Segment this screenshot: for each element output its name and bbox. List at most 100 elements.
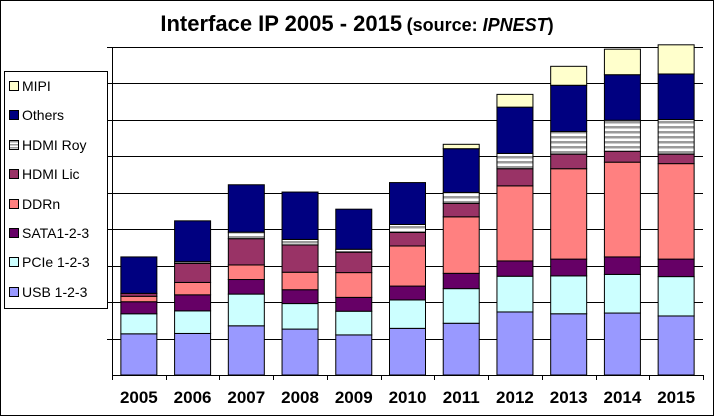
legend-label: DDRn [22,195,61,212]
x-tick-label: 2010 [389,388,427,407]
chart-title-source-prefix: (source: [406,15,483,35]
bar-segment [603,48,641,76]
bar-segment [442,216,480,274]
bar-segment [550,65,588,86]
legend-swatch [9,257,19,268]
bar-segment [227,264,265,281]
bar-segment [335,296,373,312]
bar-segment [120,256,158,294]
legend-item: SATA1-2-3 [9,225,89,241]
bar-segment [657,163,695,260]
bar-segment [496,311,534,376]
bar-segment [389,182,426,225]
bar-segment [120,295,158,303]
bar-segment [120,313,158,335]
chart-title-main: Interface IP 2005 - 2015 [160,11,403,36]
legend-item: MIPI [9,78,51,94]
legend-item: USB 1-2-3 [9,284,87,300]
bar-segment [389,285,426,301]
bar-segment [496,168,534,187]
bar-segment [603,256,641,275]
x-tick-labels: 2005 2006 2007 2008 2009 2010 2011 2012 2013 2014… [120,388,695,407]
bar-segment [227,279,265,295]
bar-segment [227,184,265,233]
bar-segment [657,315,695,376]
bar-segment [281,244,319,273]
bar-segment [335,334,373,376]
legend-item: PCIe 1-2-3 [9,254,90,270]
bar-segment [442,322,480,376]
bar-segment [174,220,212,263]
bar-segment [281,271,319,291]
bar-segment [496,185,534,262]
legend-swatch [9,139,19,150]
bar-segment [657,276,695,317]
bar-segment [120,301,158,315]
bar-segment [550,131,588,155]
legend: MIPI Others HDMI Roy HDMI Lic DDRn SATA1-2-3 P… [4,71,108,309]
legend-swatch [9,198,19,209]
bar-segment [657,119,695,155]
bar-segment [603,150,641,163]
bar-segment [281,238,319,246]
bar-segment [335,272,373,298]
bar-segment [389,245,426,287]
bar-segment [550,313,588,376]
bar-segment [227,325,265,376]
legend-label: PCIe 1-2-3 [22,254,90,271]
bar-segment [174,294,212,312]
x-tick-label: 2005 [120,388,158,407]
bar-segment [281,289,319,305]
legend-label: HDMI Roy [22,136,87,153]
bar-segment [603,119,641,152]
bar-segment [389,232,426,247]
chart-title-source-suffix: ) [547,15,554,35]
legend-label: MIPI [22,78,51,94]
x-tick-label: 2015 [657,388,695,407]
bar-segment [227,231,265,240]
x-tick-label: 2012 [496,388,534,407]
bar-segment [550,258,588,277]
bar-segment [442,148,480,193]
bar-segment [335,310,373,336]
legend-swatch [9,110,19,121]
x-tick-label: 2006 [174,388,212,407]
bar-segment [657,73,695,121]
bar-segment [603,161,641,258]
bar-segment [174,332,212,376]
legend-item: HDMI Lic [9,166,80,182]
bar-segment [496,152,534,170]
legend-item: HDMI Roy [9,137,87,153]
chart-title: Interface IP 2005 - 2015 (source: IPNEST… [1,11,713,37]
legend-label: SATA1-2-3 [22,225,90,241]
bar-segment [657,44,695,75]
bar-segment [120,333,158,376]
bar-segment [389,223,426,234]
bar-segment [227,293,265,327]
bar-segment [550,153,588,170]
bar-segment [335,251,373,274]
bar-segment [496,275,534,313]
bars-layer [120,44,695,376]
legend-swatch [9,81,19,91]
bar-segment [496,106,534,154]
bar-segment [227,238,265,266]
x-tick-label: 2007 [227,388,265,407]
bar-segment [603,74,641,121]
bar-segment [550,275,588,315]
bar-segment [442,288,480,324]
bar-segment [174,281,212,296]
x-tick-label: 2011 [443,388,480,407]
bar-segment [442,272,480,290]
bar-segment [335,208,373,250]
bar-segment [550,168,588,260]
chart-title-source-name: IPNEST [482,15,548,35]
legend-label: HDMI Lic [22,166,80,183]
legend-swatch [9,286,19,297]
bar-segment [550,84,588,133]
bar-segment [496,260,534,277]
bar-segment [389,299,426,329]
bar-segment [389,327,426,376]
